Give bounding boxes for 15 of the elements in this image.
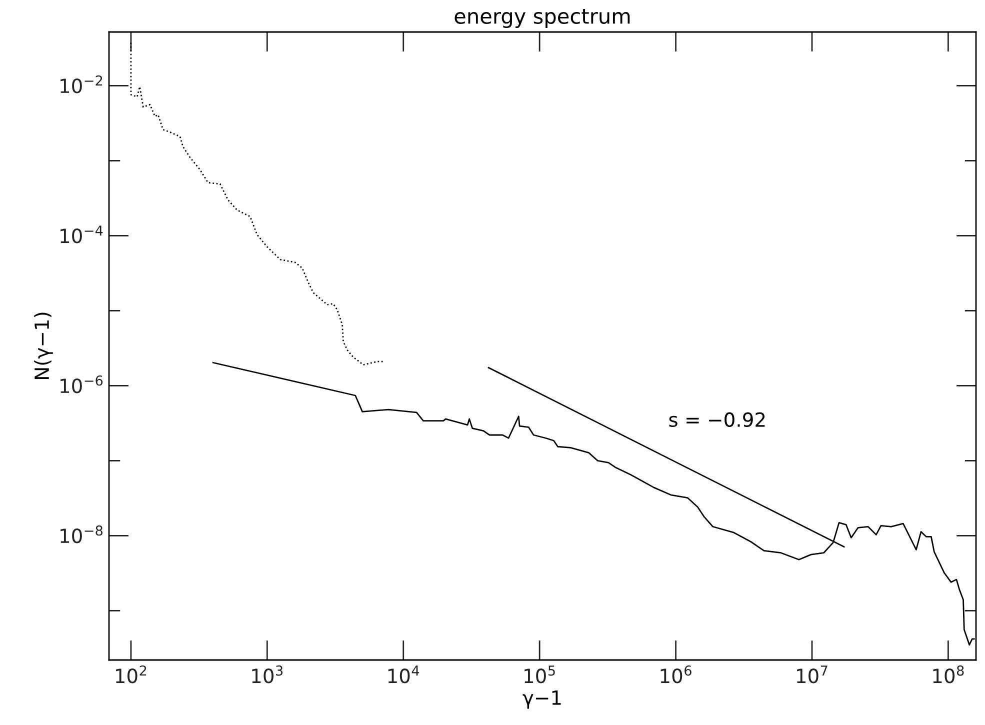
x-tick-label: 10$^{5}$ — [524, 666, 555, 684]
x-tick-label: 10$^{3}$ — [252, 665, 283, 684]
y-tick-label: 10$^{−6}$ — [60, 375, 103, 394]
x-tick-label: 10$^{7}$ — [797, 666, 828, 684]
y-axis-title: N(γ−1) — [34, 312, 53, 380]
x-tick-label: 10$^{6}$ — [660, 665, 692, 684]
y-tick-label: 10$^{−4}$ — [60, 226, 103, 244]
x-axis-title: γ−1 — [522, 690, 561, 709]
chart-title: energy spectrum — [454, 9, 630, 28]
x-tick-label: 10$^{8}$ — [933, 665, 964, 684]
annotation: s = −0.92 — [669, 412, 765, 427]
x-tick-label: 10$^{2}$ — [116, 665, 146, 684]
y-tick-label: 10$^{−8}$ — [60, 525, 103, 544]
y-tick-label: 10$^{−2}$ — [60, 75, 102, 94]
x-tick-label: 10$^{4}$ — [388, 666, 420, 684]
